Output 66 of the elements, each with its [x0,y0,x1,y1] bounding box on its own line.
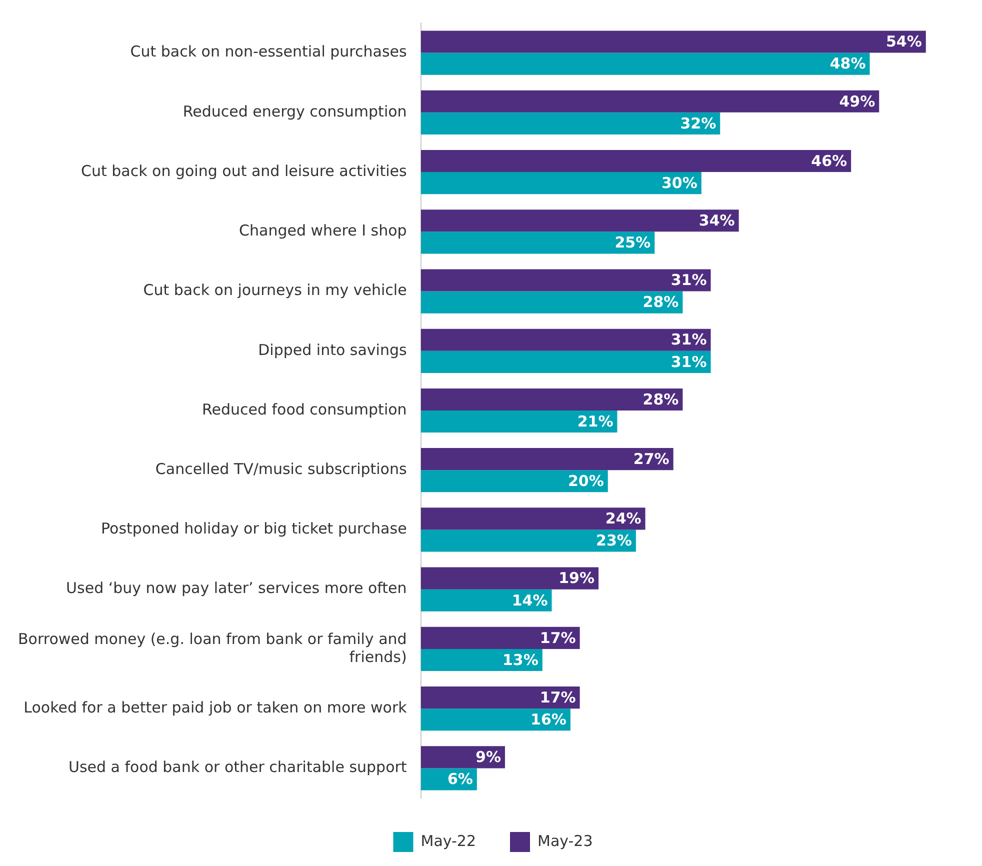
y-tick-label: Cut back on journeys in my vehicle [143,281,407,300]
bar [420,388,683,410]
y-tick-label: Used a food bank or other charitable support [68,758,407,776]
bar [420,470,608,492]
data-label: 17% [540,628,576,647]
data-label: 19% [558,569,595,588]
data-label: 20% [568,472,604,490]
bar [420,172,702,194]
bar [420,567,599,590]
data-label: 54% [886,32,922,51]
bar [420,291,683,314]
bar [420,589,552,612]
bar [420,30,926,53]
data-label: 32% [680,114,716,132]
y-tick-label: Cancelled TV/music subscriptions [155,460,407,478]
bar [420,746,505,768]
data-label: 25% [614,234,651,252]
data-label: 27% [633,450,670,468]
data-label: 34% [698,212,735,230]
y-tick-label: Looked for a better paid job or taken on more work [24,698,408,716]
bar [420,448,674,470]
bar [420,530,636,552]
data-label: 21% [577,412,614,430]
data-label: 16% [530,710,566,728]
y-tick-label: Reduced food consumption [202,400,407,418]
bar [420,232,655,254]
bar [420,90,880,112]
data-label: 28% [642,390,679,408]
y-tick-label: Reduced energy consumption [182,102,407,120]
y-tick-label: Cut back on non-essential purchases [130,42,407,61]
y-tick-label: Cut back on going out and leisure activities [80,162,407,180]
data-label: 14% [512,591,548,610]
data-label: 6% [447,770,473,788]
data-label: 28% [642,293,679,312]
data-label: 24% [605,510,642,528]
bar [420,112,720,134]
bar [420,350,711,373]
y-tick-label: Dipped into savings [258,340,407,359]
bar [420,328,711,351]
data-label: 17% [540,688,576,706]
bar [420,150,852,172]
data-label: 48% [830,54,866,73]
data-label: 31% [670,352,707,371]
bar [420,410,618,433]
bar [420,210,739,232]
bar [420,686,580,709]
bar [420,269,711,292]
bar [420,508,646,530]
y-tick-label: Changed where I shop [239,222,407,240]
data-label: 23% [596,532,632,550]
y-tick-label: Borrowed money (e.g. loan from bank or family and friends) [18,630,407,666]
data-label: 30% [661,174,698,192]
bar [420,648,542,672]
data-label: 13% [502,650,538,669]
y-tick-label: Used ‘buy now pay later’ services more often [66,579,407,598]
data-label: 31% [670,330,707,349]
data-label: 31% [670,271,707,290]
data-label: 9% [476,748,501,766]
legend-label: May-23 [538,832,593,850]
data-label: 46% [811,152,848,170]
legend-label: May-22 [420,832,476,850]
data-label: 49% [839,92,876,110]
bar [420,626,580,649]
y-tick-label: Postponed holiday or big ticket purchase [101,520,407,538]
bar [420,52,870,75]
bar [420,708,570,731]
